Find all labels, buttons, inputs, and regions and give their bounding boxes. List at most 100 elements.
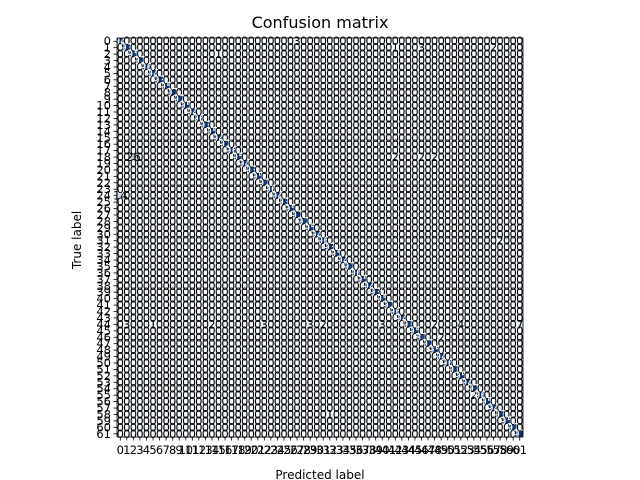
matrix-cell xyxy=(261,63,268,71)
matrix-cell xyxy=(254,57,262,64)
matrix-cell xyxy=(418,70,425,77)
matrix-cell xyxy=(392,70,399,77)
matrix-cell xyxy=(450,50,458,58)
matrix-cell xyxy=(261,44,268,51)
matrix-cell xyxy=(496,63,504,71)
matrix-cell xyxy=(444,50,452,58)
matrix-cell xyxy=(378,83,386,90)
matrix-cell xyxy=(123,50,131,58)
matrix-cell xyxy=(339,44,347,51)
matrix-cell xyxy=(195,89,203,97)
matrix-cell xyxy=(509,38,517,45)
matrix-cell xyxy=(169,63,177,71)
matrix-cell xyxy=(385,63,393,71)
matrix-cell xyxy=(372,63,380,71)
matrix-cell xyxy=(136,63,144,71)
matrix-cell xyxy=(221,83,229,90)
matrix-cell xyxy=(195,57,203,64)
matrix-cell xyxy=(280,44,288,51)
matrix-cell xyxy=(450,76,458,84)
matrix-cell xyxy=(503,76,510,84)
matrix-cell xyxy=(326,57,334,64)
matrix-cell xyxy=(352,50,360,58)
matrix-cell xyxy=(431,38,438,45)
matrix-cell xyxy=(136,57,144,64)
matrix-cell xyxy=(346,38,353,45)
matrix-cell xyxy=(503,63,510,71)
matrix-cell xyxy=(293,70,301,77)
matrix-cell xyxy=(130,44,137,51)
matrix-cell xyxy=(208,76,216,84)
matrix-cell xyxy=(457,44,465,51)
matrix-cell xyxy=(470,38,478,45)
matrix-cell xyxy=(149,63,157,71)
matrix-cell xyxy=(162,38,170,45)
matrix-cell xyxy=(247,57,255,64)
matrix-cell xyxy=(208,44,216,51)
matrix-cell xyxy=(254,50,262,58)
matrix-cell xyxy=(424,76,432,84)
matrix-cell xyxy=(306,63,314,71)
matrix-cell xyxy=(117,63,124,71)
matrix-cell xyxy=(287,63,294,71)
matrix-cell xyxy=(509,63,517,71)
matrix-cell xyxy=(280,57,288,64)
matrix-cell xyxy=(352,44,360,51)
matrix-cell xyxy=(372,76,380,84)
matrix-cell xyxy=(496,57,504,64)
matrix-cell xyxy=(398,44,406,51)
matrix-cell xyxy=(313,76,321,84)
matrix-cell xyxy=(431,57,438,64)
matrix-cell xyxy=(123,38,131,45)
matrix-cell xyxy=(274,50,281,58)
matrix-cell xyxy=(444,76,452,84)
matrix-cell xyxy=(162,76,170,84)
matrix-cell xyxy=(267,38,275,45)
matrix-cell xyxy=(287,70,294,77)
matrix-cell xyxy=(470,83,478,90)
matrix-cell xyxy=(405,83,412,90)
matrix-cell xyxy=(130,63,137,71)
matrix-cell xyxy=(162,83,170,90)
matrix-cell xyxy=(189,38,196,45)
matrix-cell xyxy=(352,57,360,64)
matrix-cell xyxy=(287,44,294,51)
matrix-cell xyxy=(450,83,458,90)
matrix-cell xyxy=(189,76,196,84)
matrix-cell xyxy=(149,83,157,90)
matrix-cell xyxy=(169,89,177,97)
matrix-cell xyxy=(175,76,183,84)
matrix-cell xyxy=(431,76,438,84)
matrix-cell xyxy=(247,44,255,51)
matrix-cell xyxy=(215,63,222,71)
matrix-cell xyxy=(293,63,301,71)
matrix-cell xyxy=(333,70,340,77)
matrix-cell xyxy=(267,44,275,51)
matrix-cell xyxy=(437,50,445,58)
matrix-cell xyxy=(405,44,412,51)
matrix-cell xyxy=(208,38,216,45)
matrix-cell xyxy=(234,57,242,64)
matrix-cell xyxy=(300,44,307,51)
matrix-cell xyxy=(431,63,438,71)
matrix-cell xyxy=(385,38,393,45)
matrix-cell xyxy=(359,38,366,45)
matrix-cell xyxy=(241,44,249,51)
matrix-cell xyxy=(320,38,327,45)
matrix-cell xyxy=(431,44,438,51)
matrix-cell xyxy=(234,44,242,51)
matrix-cell xyxy=(280,63,288,71)
matrix-cell xyxy=(385,44,393,51)
matrix-cell xyxy=(516,83,524,90)
matrix-cell xyxy=(215,38,222,45)
matrix-cell xyxy=(143,83,150,90)
matrix-cell xyxy=(123,83,131,90)
matrix-cell xyxy=(457,50,465,58)
matrix-cell xyxy=(228,76,235,84)
matrix-cell xyxy=(247,50,255,58)
matrix-cell xyxy=(254,83,262,90)
matrix-cell xyxy=(516,63,524,71)
matrix-cell xyxy=(496,38,504,45)
matrix-cell xyxy=(503,50,510,58)
matrix-cell xyxy=(156,89,163,97)
